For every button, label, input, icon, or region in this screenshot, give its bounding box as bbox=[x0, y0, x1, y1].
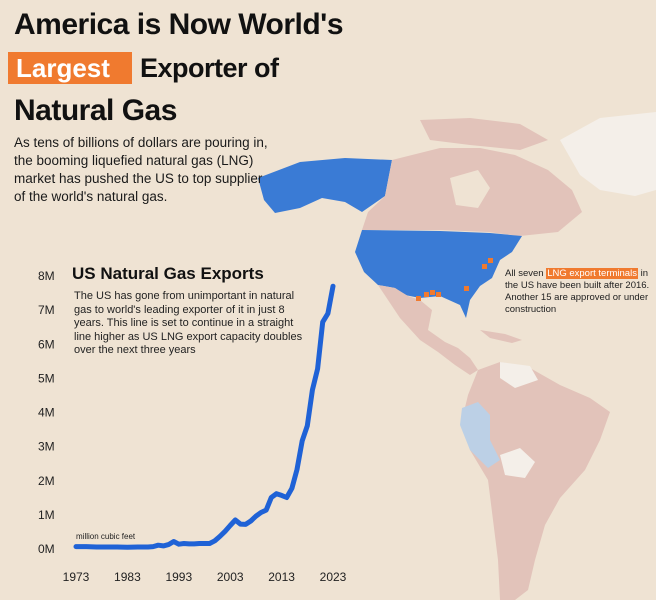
headline-highlight-box bbox=[8, 52, 132, 84]
lng-terminal-marker bbox=[482, 264, 487, 269]
chart-description: The US has gone from unimportant in natu… bbox=[74, 290, 303, 356]
bolivia-shape bbox=[500, 448, 535, 478]
chart-unit-label: million cubic feet bbox=[76, 532, 136, 541]
chart-title: US Natural Gas Exports bbox=[72, 264, 264, 283]
greenland-shape bbox=[560, 112, 656, 196]
y-tick-label: 7M bbox=[38, 303, 55, 317]
y-tick-label: 0M bbox=[38, 542, 55, 556]
mexico-shape bbox=[378, 285, 478, 375]
headline-highlight: Largest bbox=[16, 53, 110, 83]
y-tick-label: 5M bbox=[38, 371, 55, 385]
x-tick-label: 2003 bbox=[217, 570, 244, 584]
us-shape bbox=[355, 230, 522, 318]
y-tick-label: 8M bbox=[38, 269, 55, 283]
lng-terminals bbox=[416, 258, 493, 301]
peru-shape bbox=[460, 402, 500, 468]
hudson-bay-shape bbox=[450, 170, 490, 208]
annotation-prefix: All seven bbox=[505, 268, 547, 279]
lng-terminal-marker bbox=[436, 292, 441, 297]
south-america-shape bbox=[462, 362, 610, 600]
y-tick-label: 4M bbox=[38, 406, 55, 420]
y-tick-label: 3M bbox=[38, 440, 55, 454]
lng-terminal-marker bbox=[416, 296, 421, 301]
headline-line-2: Exporter of bbox=[140, 53, 279, 83]
x-tick-label: 2023 bbox=[320, 570, 347, 584]
x-tick-label: 1973 bbox=[63, 570, 90, 584]
x-tick-label: 1983 bbox=[114, 570, 141, 584]
x-tick-label: 1993 bbox=[165, 570, 192, 584]
exports-series-line bbox=[73, 283, 336, 550]
headline-subtitle: As tens of billions of dollars are pouri… bbox=[14, 135, 268, 204]
y-tick-label: 6M bbox=[38, 337, 55, 351]
y-axis-ticks: 0M 1M 2M 3M 4M 5M 6M 7M 8M bbox=[38, 269, 55, 556]
exports-line-chart: 0M 1M 2M 3M 4M 5M 6M 7M 8M 1973 1983 1993 2003 2013 2… bbox=[38, 269, 347, 584]
headline-line-3: Natural Gas bbox=[14, 94, 177, 127]
lng-terminal-marker bbox=[464, 286, 469, 291]
y-tick-label: 1M bbox=[38, 508, 55, 522]
y-tick-label: 2M bbox=[38, 474, 55, 488]
lng-terminal-marker bbox=[430, 290, 435, 295]
lng-terminal-marker bbox=[424, 292, 429, 297]
lng-annotation: All seven LNG export terminals in the US… bbox=[505, 268, 653, 316]
venezuela-shape bbox=[500, 362, 538, 388]
x-tick-label: 2013 bbox=[268, 570, 295, 584]
caribbean-shape bbox=[480, 330, 522, 343]
alaska-shape bbox=[258, 158, 392, 213]
headline-line-1: America is Now World's bbox=[14, 8, 344, 41]
arctic-land-shape bbox=[420, 118, 548, 150]
annotation-highlight: LNG export terminals bbox=[546, 268, 638, 279]
x-axis-ticks: 1973 1983 1993 2003 2013 2023 bbox=[63, 570, 347, 584]
annotation-suffix: in the US have been built after 2016. An… bbox=[505, 268, 650, 315]
lng-terminal-marker bbox=[488, 258, 493, 263]
